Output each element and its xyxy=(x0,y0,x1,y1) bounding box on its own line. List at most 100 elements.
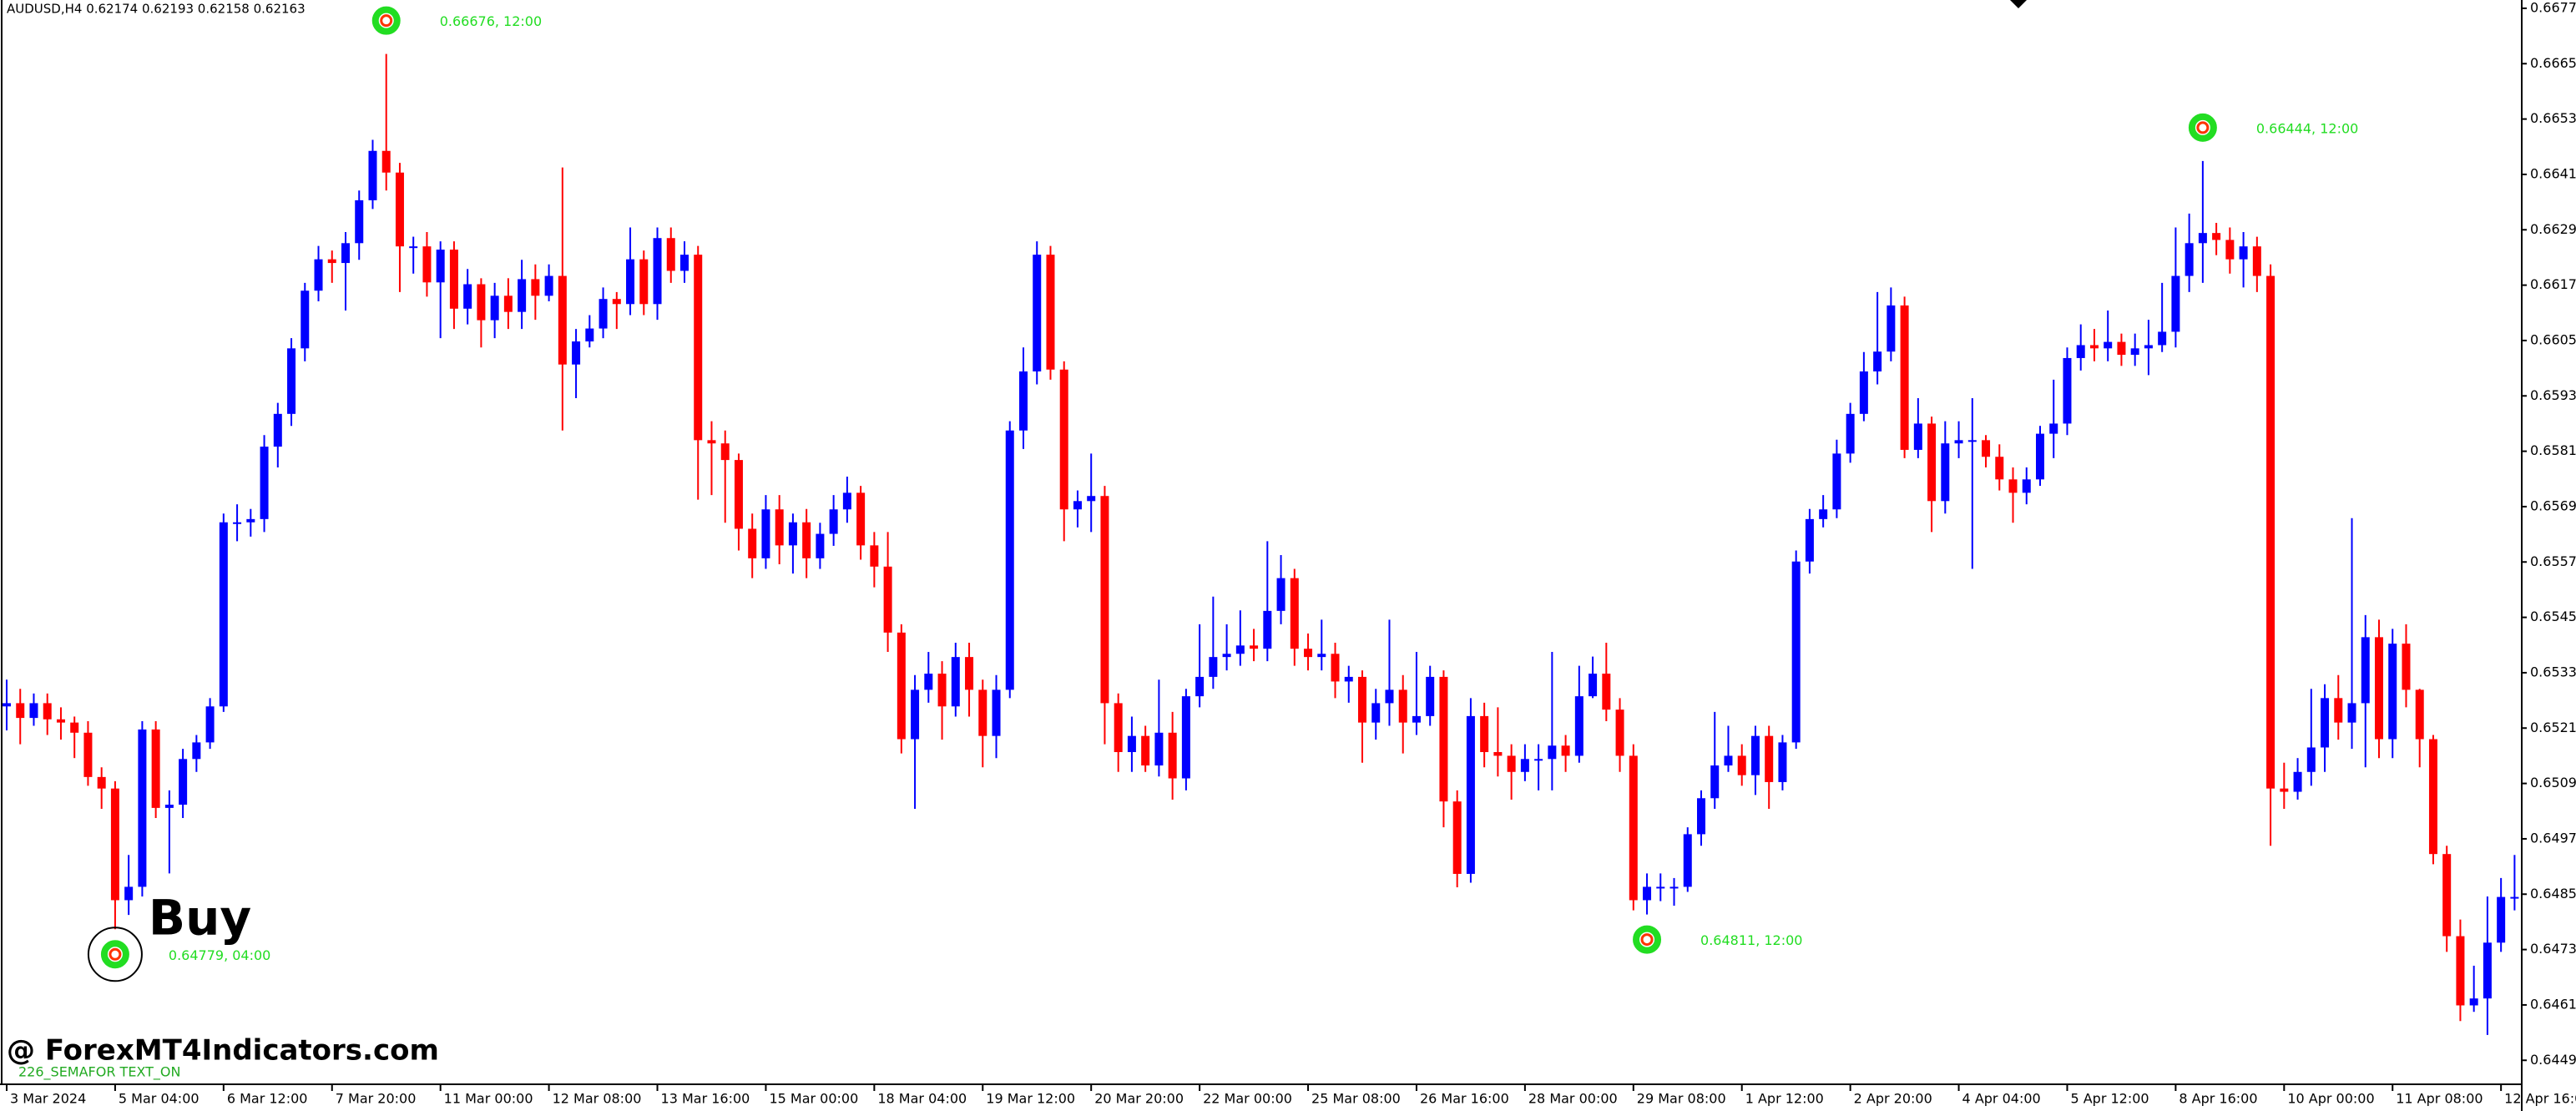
x-tick-label: 6 Mar 12:00 xyxy=(227,1091,308,1107)
semafor-core xyxy=(380,14,393,28)
x-tick-label: 26 Mar 16:00 xyxy=(1420,1091,1509,1107)
candle-body xyxy=(761,509,770,558)
y-tick-label: 0.64975 xyxy=(2530,830,2576,846)
y-tick-label: 0.66055 xyxy=(2530,331,2576,347)
candle-body xyxy=(2469,998,2478,1006)
y-tick-label: 0.65935 xyxy=(2530,387,2576,403)
candle-body xyxy=(1643,886,1652,901)
candle-body xyxy=(639,259,649,305)
candle-body xyxy=(1765,735,1774,782)
candle-body xyxy=(43,703,52,720)
candle-body xyxy=(1656,886,1665,889)
x-tick-label: 28 Mar 00:00 xyxy=(1528,1091,1618,1107)
candle-body xyxy=(301,290,310,349)
candle-body xyxy=(2144,345,2153,349)
candle-body xyxy=(1561,745,1570,756)
x-tick-label: 18 Mar 04:00 xyxy=(877,1091,967,1107)
candle-body xyxy=(1805,518,1814,562)
candle-body xyxy=(1250,645,1259,649)
candle-body xyxy=(694,255,703,441)
candle-body xyxy=(1507,755,1516,772)
candle-body xyxy=(924,674,933,690)
candle-body xyxy=(2510,896,2519,899)
candle-body xyxy=(937,674,947,707)
candle-body xyxy=(1005,430,1014,690)
y-tick-label: 0.66655 xyxy=(2530,55,2576,71)
semafor-label: 0.66444, 12:00 xyxy=(2256,120,2358,136)
candle-body xyxy=(1887,305,1896,352)
candle-body xyxy=(70,722,79,733)
candle-body xyxy=(1574,696,1583,756)
candle-body xyxy=(585,328,594,342)
candle-body xyxy=(720,443,730,461)
candle-body xyxy=(3,703,11,707)
candle-body xyxy=(1900,305,1909,450)
candle-body xyxy=(707,440,716,444)
candle-body xyxy=(2185,243,2194,276)
candle-body xyxy=(16,703,25,719)
semafor-label: 0.64811, 12:00 xyxy=(1700,932,1802,948)
candle-body xyxy=(870,545,879,567)
candle-body xyxy=(436,250,445,283)
candle-body xyxy=(1724,755,1733,766)
buy-ring xyxy=(87,927,143,982)
candle-body xyxy=(1602,674,1611,710)
candle-body xyxy=(2483,942,2492,999)
y-tick-label: 0.65215 xyxy=(2530,720,2576,735)
candle-body xyxy=(1548,745,1557,760)
candle-body xyxy=(1222,654,1231,658)
candle-body xyxy=(29,703,38,719)
candle-body xyxy=(1019,371,1028,431)
candle-body xyxy=(1114,703,1123,753)
y-tick-label: 0.66175 xyxy=(2530,276,2576,292)
y-tick-label: 0.64855 xyxy=(2530,886,2576,901)
candle-body xyxy=(2049,423,2058,434)
candle-body xyxy=(1791,561,1801,743)
candle-body xyxy=(531,279,540,296)
candle-body xyxy=(2428,739,2437,855)
semafor-core xyxy=(109,947,122,961)
shift-marker xyxy=(2010,0,2027,8)
candle-body xyxy=(2212,233,2221,240)
candle-body xyxy=(1209,657,1218,677)
candle-body xyxy=(2293,771,2302,792)
candle-body xyxy=(477,284,486,321)
candle-body xyxy=(558,275,567,365)
candle-body xyxy=(2022,479,2031,493)
candle-body xyxy=(1033,255,1042,371)
candle-body xyxy=(327,259,336,264)
candle-body xyxy=(626,259,635,305)
candle-body xyxy=(1750,735,1760,775)
candle-body xyxy=(368,150,377,200)
semafor-core xyxy=(2196,121,2210,134)
candle-body xyxy=(246,518,255,523)
candle-body xyxy=(1927,423,1937,502)
x-tick-label: 11 Mar 00:00 xyxy=(444,1091,533,1107)
x-tick-label: 25 Mar 08:00 xyxy=(1311,1091,1401,1107)
candle-body xyxy=(1073,501,1082,510)
candle-body xyxy=(56,719,65,723)
candle-body xyxy=(1331,654,1340,682)
candle-body xyxy=(219,522,228,707)
candle-body xyxy=(287,348,296,414)
candle-body xyxy=(192,742,201,760)
candle-body xyxy=(1439,676,1448,802)
semafor-label: 0.66676, 12:00 xyxy=(440,13,542,29)
candle-body xyxy=(1480,715,1489,753)
candle-body xyxy=(2442,854,2452,937)
candle-body xyxy=(1954,440,1963,444)
candle-body xyxy=(1995,457,2004,480)
candle-body xyxy=(1846,413,1855,454)
candle-body xyxy=(179,759,188,805)
chart-title: AUDUSD,H4 0.62174 0.62193 0.62158 0.6216… xyxy=(7,2,306,17)
candle-body xyxy=(1100,496,1109,704)
x-tick-label: 2 Apr 20:00 xyxy=(1854,1091,1932,1107)
y-tick-label: 0.66295 xyxy=(2530,221,2576,237)
candle-body xyxy=(1317,654,1326,658)
candle-body xyxy=(802,522,811,558)
candle-body xyxy=(1398,689,1407,723)
candle-body xyxy=(1982,440,1991,457)
candle-body xyxy=(775,509,784,546)
candle-body xyxy=(409,246,418,249)
